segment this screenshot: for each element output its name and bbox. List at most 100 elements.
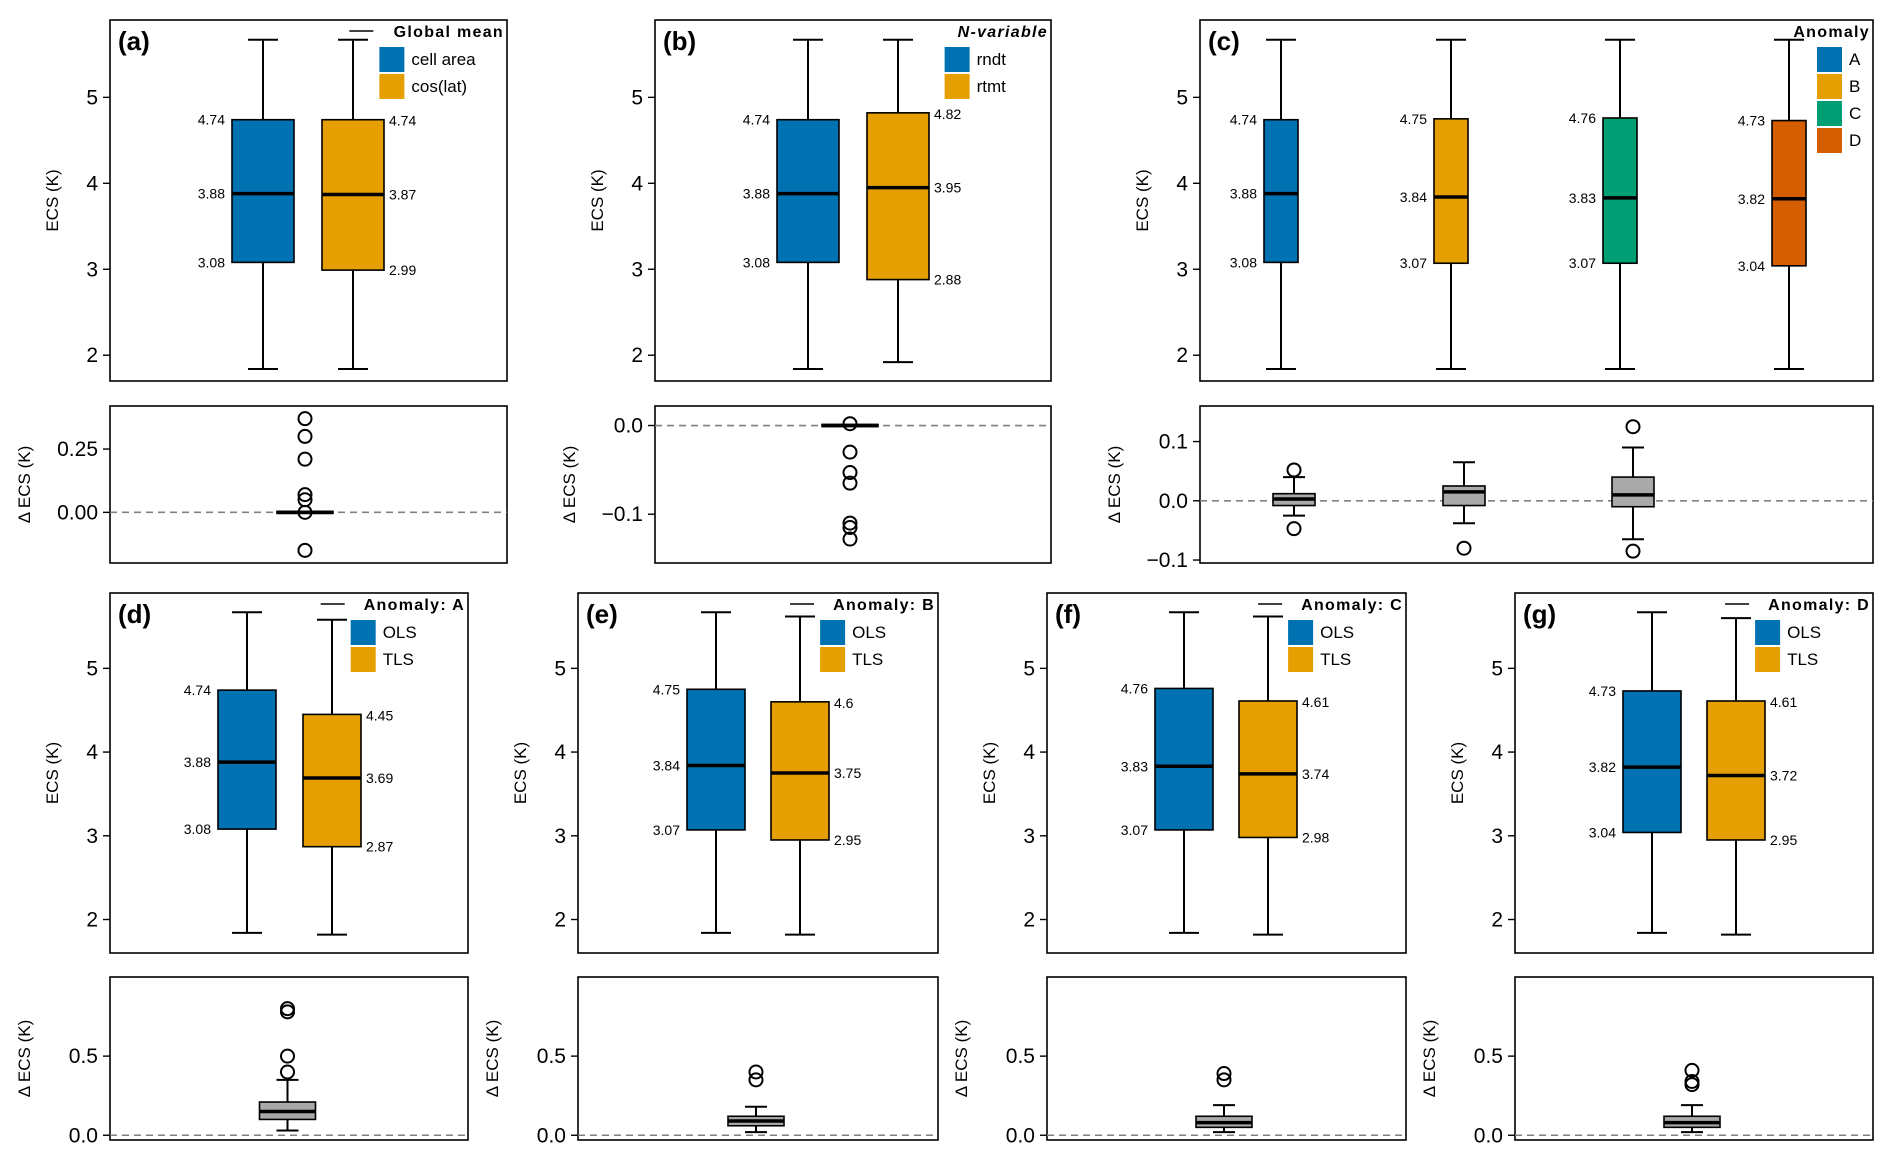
y-tick-label: 5 xyxy=(86,657,98,680)
panel-tag: (e) xyxy=(586,599,618,629)
legend: Anomaly: A OLS TLS xyxy=(320,597,464,672)
y-tick-label: 2 xyxy=(1491,909,1503,932)
delta-frame xyxy=(577,976,939,1141)
y-tick-label: 5 xyxy=(554,657,566,680)
y-tick-label: 2 xyxy=(1023,909,1035,932)
box-tls xyxy=(1706,700,1766,841)
median-value-label: 3.95 xyxy=(934,180,961,196)
panel-d-frame xyxy=(109,592,469,954)
median-value-label: 3.88 xyxy=(1230,186,1257,202)
legend-swatch xyxy=(1817,74,1842,99)
legend-label: A xyxy=(1849,50,1861,69)
outlier-point xyxy=(1216,1066,1232,1082)
box-ols xyxy=(1622,690,1682,834)
q3-value-label: 4.75 xyxy=(1400,111,1427,127)
delta-y-tick-label: 0.5 xyxy=(69,1045,98,1068)
legend-swatch xyxy=(379,74,405,99)
y-tick-label: 4 xyxy=(1176,172,1188,195)
panel-tag: (d) xyxy=(118,599,151,629)
legend-swatch xyxy=(1755,620,1781,645)
panel-tag: (a) xyxy=(118,26,150,56)
delta-frame xyxy=(654,405,1052,564)
legend-swatch xyxy=(1288,620,1314,645)
q3-value-label: 4.73 xyxy=(1589,683,1616,699)
q1-value-label: 3.08 xyxy=(184,821,211,837)
legend-title: Anomaly: D xyxy=(1768,597,1870,614)
legend-title: Anomaly: C xyxy=(1301,597,1403,614)
legend-label: cell area xyxy=(411,50,476,69)
legend: Anomaly: C OLS TLS xyxy=(1258,597,1403,672)
panel-a-frame xyxy=(109,19,508,382)
legend: Anomaly: D OLS TLS xyxy=(1725,597,1870,672)
legend-title: Anomaly xyxy=(1793,24,1870,41)
median-value-label: 3.74 xyxy=(1302,766,1329,782)
delta-y-axis-label: Δ ECS (K) xyxy=(15,1020,34,1097)
q1-value-label: 2.88 xyxy=(934,272,961,288)
y-tick-label: 4 xyxy=(1023,741,1035,764)
box-rndt xyxy=(776,118,840,264)
delta-y-tick-label: 0.0 xyxy=(69,1124,98,1147)
delta-y-tick-label: 0.1 xyxy=(1159,431,1188,454)
q1-value-label: 3.04 xyxy=(1589,824,1616,840)
legend-label: rndt xyxy=(977,50,1007,69)
outlier-point xyxy=(842,465,858,481)
legend: Anomaly: B OLS TLS xyxy=(790,597,935,672)
q3-value-label: 4.75 xyxy=(653,681,680,697)
panel-b: 2 3 4 5 ECS (K) (b) 4.74 3.88 3.08 4.82 3.95 2.88 N-… xyxy=(560,19,1052,564)
legend-label: TLS xyxy=(1787,650,1818,669)
y-axis-label: ECS (K) xyxy=(980,742,999,804)
box-ols xyxy=(1154,687,1214,831)
outlier-point xyxy=(297,504,313,520)
q1-value-label: 3.07 xyxy=(653,822,680,838)
legend-title: Global mean xyxy=(394,24,504,41)
legend-swatch xyxy=(350,620,376,645)
legend-label: D xyxy=(1849,131,1861,150)
y-axis-label: ECS (K) xyxy=(43,742,62,804)
median-value-label: 3.83 xyxy=(1121,758,1148,774)
q1-value-label: 3.04 xyxy=(1738,258,1765,274)
q3-value-label: 4.74 xyxy=(389,113,416,129)
legend-label: OLS xyxy=(852,623,886,642)
outlier-point xyxy=(1625,543,1641,559)
outlier-point xyxy=(1456,540,1472,556)
panel-b-frame xyxy=(654,19,1052,382)
panel-g: 2 3 4 5 ECS (K) (g) 4.73 3.82 3.04 4.61 3.72 2.95 An… xyxy=(1420,592,1874,1147)
panel-g-frame xyxy=(1514,592,1874,954)
box-cell-area xyxy=(231,118,295,264)
y-axis-label: ECS (K) xyxy=(1448,742,1467,804)
delta-y-tick-label: 0.25 xyxy=(57,438,98,461)
legend-label: OLS xyxy=(1320,623,1354,642)
legend-swatch xyxy=(1288,647,1314,672)
delta-y-tick-label: 0.00 xyxy=(57,501,98,524)
median-value-label: 3.75 xyxy=(834,765,861,781)
delta-box xyxy=(1611,476,1655,508)
delta-y-tick-label: 0.5 xyxy=(537,1045,566,1068)
y-tick-label: 5 xyxy=(1023,657,1035,680)
box-tls xyxy=(302,713,362,848)
legend-swatch xyxy=(944,74,970,99)
q1-value-label: 3.07 xyxy=(1400,255,1427,271)
outlier-point xyxy=(297,428,313,444)
median-value-label: 3.84 xyxy=(1400,189,1427,205)
outlier-point xyxy=(842,515,858,531)
y-tick-label: 3 xyxy=(1491,825,1503,848)
q1-value-label: 3.07 xyxy=(1569,255,1596,271)
delta-box xyxy=(1442,485,1486,507)
y-tick-label: 5 xyxy=(86,86,98,109)
y-tick-label: 3 xyxy=(86,825,98,848)
panel-e-frame xyxy=(577,592,939,954)
outlier-point xyxy=(280,1004,295,1020)
y-axis-label: ECS (K) xyxy=(43,169,62,231)
median-value-label: 3.82 xyxy=(1738,191,1765,207)
q1-value-label: 3.08 xyxy=(1230,254,1257,270)
outlier-point xyxy=(1684,1062,1700,1078)
q1-value-label: 2.98 xyxy=(1302,829,1329,845)
median-value-label: 3.84 xyxy=(653,757,680,773)
y-tick-label: 5 xyxy=(631,86,643,109)
median-value-label: 3.83 xyxy=(1569,190,1596,206)
box-ols xyxy=(217,689,277,830)
outlier-point xyxy=(280,1048,295,1064)
y-axis-label: ECS (K) xyxy=(1133,169,1152,231)
y-tick-label: 4 xyxy=(1491,741,1503,764)
legend-title: Anomaly: B xyxy=(833,597,935,614)
